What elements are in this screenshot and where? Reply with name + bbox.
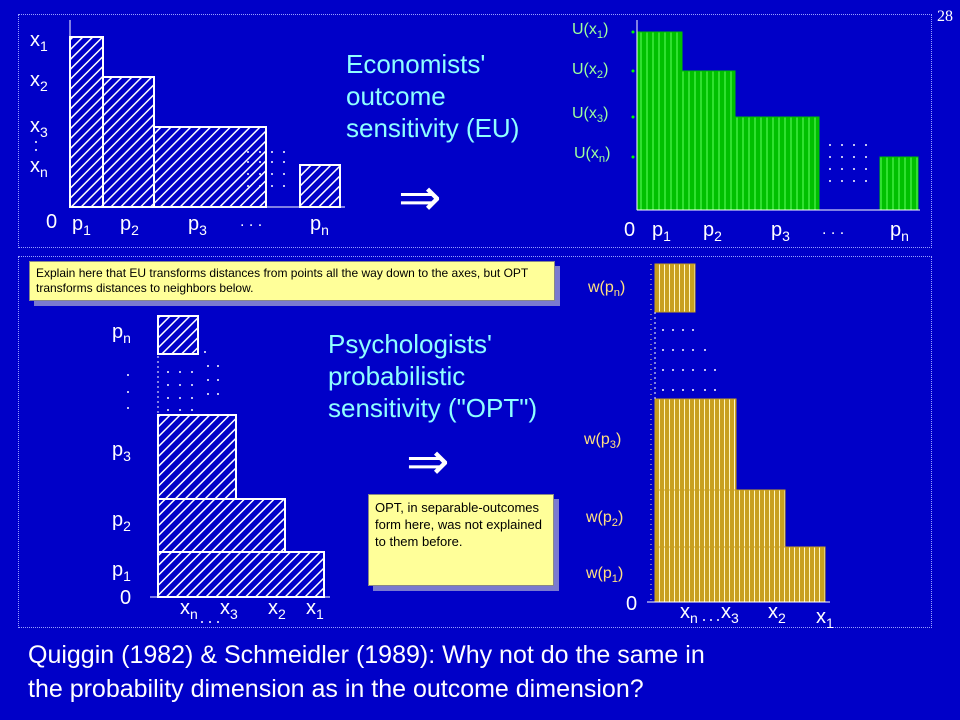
- label-u-x2: U(x2): [572, 61, 609, 82]
- label-p1: p1: [72, 213, 91, 238]
- label-w-x3: x3: [721, 601, 739, 626]
- label-dots-eu: . . .: [240, 213, 263, 230]
- label-prob-p2: p2: [112, 509, 131, 534]
- bottom-caption-line-2: the probability dimension as in the outc…: [28, 675, 644, 703]
- arrow-implies-top: ⇒: [398, 169, 442, 227]
- eu-utility-chart: [631, 20, 920, 211]
- utility-bar-1: [636, 31, 683, 211]
- label-w-p2: w(p2): [586, 509, 624, 530]
- weight-bar-n: [654, 263, 696, 313]
- label-prob-p3: p3: [112, 439, 131, 464]
- label-u-xn: U(xn): [574, 145, 611, 166]
- label-u-p1: p1: [652, 219, 671, 244]
- label-u-pn: pn: [890, 219, 909, 244]
- prob-bar-3: [157, 414, 237, 500]
- label-w-x1: x1: [816, 606, 834, 631]
- bottom-caption: Quiggin (1982) & Schmeidler (1989): Why …: [28, 638, 705, 706]
- psychologists-title: Psychologists' probabilistic sensitivity…: [328, 329, 538, 423]
- label-zero-eu: 0: [46, 211, 58, 233]
- label-prob-x1: x1: [306, 597, 324, 622]
- slide-number: 28: [937, 8, 953, 25]
- label-p3: p3: [188, 213, 207, 238]
- label-w-x2: x2: [768, 601, 786, 626]
- arrow-implies-bottom: ⇒: [406, 433, 450, 491]
- label-w-pn: w(pn): [588, 279, 626, 300]
- label-zero-u: 0: [624, 219, 636, 241]
- note-eu-explanation: Explain here that EU transforms distance…: [29, 261, 555, 301]
- utility-bar-n: [879, 156, 919, 211]
- label-x3: x3: [30, 115, 48, 140]
- utility-bar-3: [734, 116, 820, 211]
- weight-bar-3: [654, 398, 737, 491]
- label-pn: pn: [310, 213, 329, 238]
- label-prob-p1: p1: [112, 559, 131, 584]
- label-w-p1: w(p1): [586, 565, 624, 586]
- label-u-p2: p2: [703, 219, 722, 244]
- note-opt-explanation: OPT, in separable-outcomes form here, wa…: [368, 494, 554, 586]
- eu-bar-3: [153, 126, 267, 208]
- label-prob-pn: pn: [112, 321, 131, 346]
- eu-bar-1: [69, 36, 104, 208]
- label-zero-w: 0: [626, 593, 638, 615]
- label-prob-x3: x3: [220, 597, 238, 622]
- label-xn: xn: [30, 155, 48, 180]
- eu-panel: [18, 14, 932, 248]
- economists-title: Economists' outcome sensitivity (EU): [346, 49, 520, 143]
- label-zero-prob: 0: [120, 587, 132, 609]
- label-u-x1: U(x1): [572, 21, 609, 42]
- label-u-x3: U(x3): [572, 105, 609, 126]
- opt-weight-chart: [647, 263, 830, 621]
- opt-probability-chart: [127, 315, 330, 623]
- eu-bar-2: [102, 76, 155, 208]
- eu-bar-n: [299, 164, 341, 208]
- prob-bar-n: [157, 315, 199, 355]
- utility-bar-2: [681, 70, 736, 211]
- label-x1: x1: [30, 29, 48, 54]
- weight-bar-2: [654, 489, 786, 548]
- opt-panel: [18, 256, 932, 628]
- label-w-p3: w(p3): [584, 431, 622, 452]
- bottom-caption-line-1: Quiggin (1982) & Schmeidler (1989): Why …: [28, 641, 705, 669]
- label-x2: x2: [30, 69, 48, 94]
- weight-bar-1: [654, 546, 826, 603]
- label-w-xn: xn: [680, 601, 698, 626]
- label-prob-x2: x2: [268, 597, 286, 622]
- label-dots-u: . . .: [822, 221, 845, 238]
- label-u-p3: p3: [771, 219, 790, 244]
- eu-outcome-chart: [35, 20, 345, 208]
- prob-bar-2: [157, 498, 286, 553]
- prob-bar-1: [157, 551, 325, 598]
- label-p2: p2: [120, 213, 139, 238]
- label-prob-xn: xn: [180, 597, 198, 622]
